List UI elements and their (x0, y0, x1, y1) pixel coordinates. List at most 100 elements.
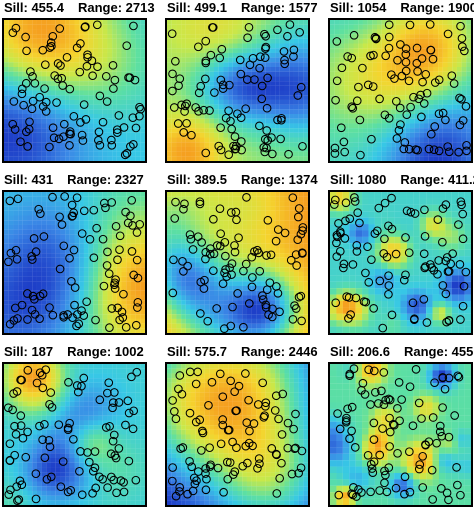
heatmap-cell (50, 253, 56, 258)
heatmap-cell (303, 234, 308, 240)
sample-point (457, 94, 466, 104)
heatmap-cell (74, 137, 80, 143)
heatmap-cell (362, 128, 368, 133)
heatmap-cell (55, 52, 61, 58)
heatmap-cell (181, 156, 186, 161)
heatmap-cell (140, 57, 145, 63)
heatmap-cell (424, 137, 429, 143)
heatmap-cell (22, 286, 28, 291)
heatmap-cell (74, 128, 80, 133)
heatmap-cell (289, 323, 294, 329)
heatmap-cell (140, 257, 145, 263)
heatmap-cell (279, 62, 285, 68)
heatmap-cell (41, 220, 47, 225)
heatmap-cell (452, 123, 457, 129)
heatmap-cell (289, 314, 294, 319)
heatmap-cell (261, 234, 266, 240)
heatmap-cell (251, 238, 257, 244)
heatmap-cell (195, 276, 200, 282)
heatmap-cell (22, 76, 28, 82)
heatmap-cell (22, 118, 28, 124)
heatmap-cell (121, 38, 127, 44)
heatmap-cell (251, 210, 257, 216)
heatmap-cell (102, 62, 108, 68)
heatmap-cell (102, 243, 108, 249)
heatmap-cell (293, 57, 299, 63)
heatmap-cell (395, 29, 401, 35)
heatmap-cell (13, 142, 19, 147)
heatmap-cell (116, 304, 122, 310)
heatmap-cell (55, 24, 61, 30)
heatmap-cell (256, 323, 262, 329)
sample-point (115, 231, 125, 241)
heatmap-cell (386, 24, 392, 30)
heatmap-cell (135, 123, 141, 129)
heatmap-cell (270, 81, 276, 86)
heatmap-cell (18, 253, 23, 258)
heatmap-cell (50, 24, 56, 30)
heatmap-cell (279, 314, 285, 319)
heatmap-cell (69, 220, 75, 225)
heatmap-cell (8, 104, 14, 110)
heatmap-cell (237, 29, 243, 35)
heatmap-cell (218, 224, 224, 230)
heatmap-cell (65, 20, 70, 25)
heatmap-cell (456, 85, 462, 91)
sample-point (243, 33, 252, 43)
heatmap-cell (424, 43, 429, 49)
heatmap-cell (298, 123, 304, 129)
heatmap-cell (293, 146, 299, 152)
heatmap-cell (275, 300, 280, 305)
heatmap-cell (199, 95, 205, 100)
heatmap-cell (55, 220, 61, 225)
heatmap-cell (60, 95, 66, 100)
heatmap-cell (442, 99, 448, 105)
heatmap-cell (293, 238, 299, 244)
heatmap-cell (27, 156, 33, 161)
heatmap-cell (190, 85, 196, 91)
heatmap-cell (265, 201, 271, 207)
heatmap-cell (32, 76, 37, 82)
sample-point (239, 322, 248, 332)
heatmap-cell (190, 271, 196, 277)
heatmap-cell (372, 20, 378, 25)
heatmap-cell (261, 57, 266, 63)
heatmap-cell (386, 52, 392, 58)
heatmap-cell (218, 192, 224, 197)
heatmap-cell (395, 90, 401, 96)
heatmap-cell (27, 248, 33, 254)
sample-point (110, 284, 120, 293)
heatmap-cell (69, 52, 75, 58)
heatmap-cell (46, 257, 52, 263)
sample-point (168, 86, 177, 96)
heatmap-cell (69, 76, 75, 82)
heatmap-cell (88, 328, 94, 333)
heatmap-cell (135, 52, 141, 58)
heatmap-cell (209, 210, 215, 216)
heatmap-cell (69, 57, 75, 63)
heatmap-cell (60, 114, 66, 119)
heatmap-cell (93, 192, 99, 197)
heatmap-cell (386, 43, 392, 49)
heatmap-cell (256, 151, 262, 157)
heatmap-cell (195, 71, 200, 77)
heatmap-cell (298, 24, 304, 30)
heatmap-cell (209, 192, 215, 197)
heatmap-cell (199, 295, 205, 301)
heatmap-cell (171, 229, 177, 235)
heatmap-cell (176, 309, 182, 315)
sample-point (27, 251, 37, 261)
heatmap-cell (466, 132, 471, 138)
sample-point (177, 100, 186, 110)
heatmap-cell (409, 71, 415, 77)
heatmap-cell (195, 215, 200, 221)
heatmap-cell (270, 151, 276, 157)
heatmap-cell (284, 286, 290, 291)
heatmap-cell (69, 215, 75, 221)
heatmap-cell (213, 281, 219, 287)
heatmap-cell (140, 271, 145, 277)
heatmap-cell (275, 137, 280, 143)
heatmap-cell (452, 43, 457, 49)
heatmap-cell (261, 314, 266, 319)
heatmap-cell (8, 201, 14, 207)
